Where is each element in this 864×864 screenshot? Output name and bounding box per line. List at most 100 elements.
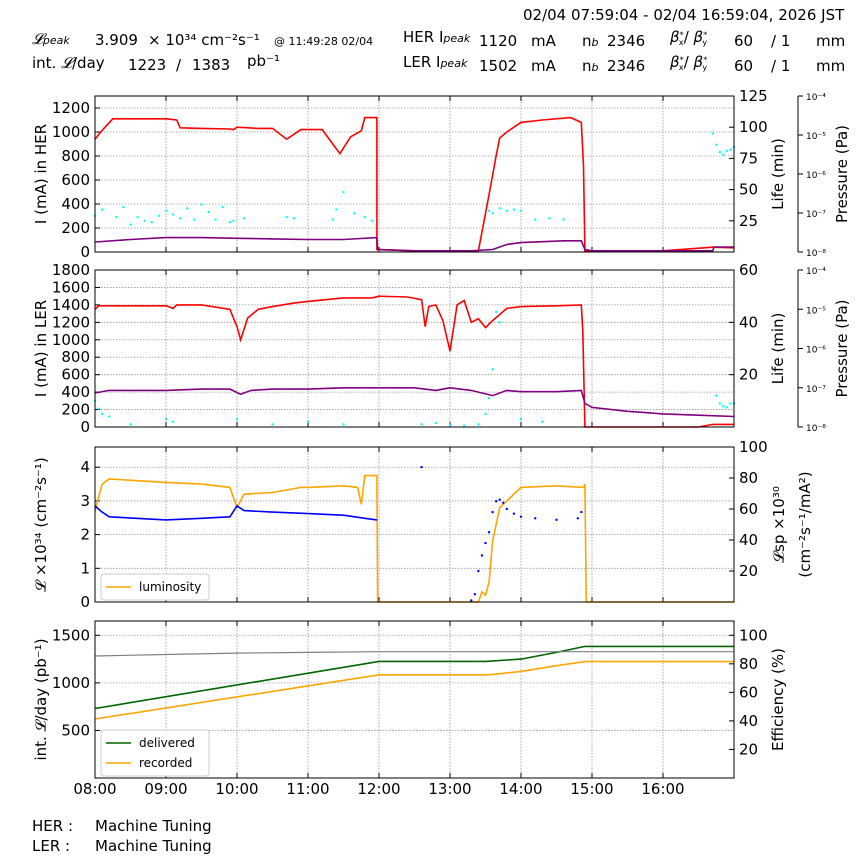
her-nb-label: nb [582,32,599,50]
ytick-right-label-her: 125 [739,87,768,105]
ler-peak-label: LER Ipeak [403,53,468,71]
xtick-label-intlum: 16:00 [641,780,684,798]
xtick-label-intlum: 14:00 [499,780,542,798]
point-pressure-ler [97,407,100,410]
chart-intlum: 500 1000 1500 20 40 60 80 100 08:00 09:00 10:00 11:… [32,620,787,798]
ytick-label-ler: 1000 [52,331,90,349]
point-pressure-ler [171,420,175,423]
point-pressure-ler [729,402,732,405]
point-pressure-her [232,219,235,222]
int-lum-value: 1223 [128,56,167,74]
point-pressure-ler [129,423,132,426]
point-specific_dots-lum [480,554,484,557]
point-pressure-her [242,217,246,220]
ytick-right-label-her: 25 [739,212,758,230]
xtick-label-intlum: 15:00 [570,780,613,798]
point-pressure-her [221,205,224,209]
ytick-right-label-ler: 60 [739,261,758,279]
point-specific_dots-lum [487,531,491,534]
point-pressure-ler [725,406,729,409]
ylabel-pressure-her: Pressure (Pa) [833,125,851,223]
point-specific_dots-lum [519,515,523,518]
series-efficiency-intlum [94,651,734,657]
lum-peak-unit: × 10³⁴ cm⁻²s⁻¹ [148,31,260,49]
point-pressure-ler [108,415,111,418]
ytick-right-label-lum: 40 [739,531,758,549]
series-current-ler [94,295,734,428]
her-beta-y: / 1 [771,32,791,50]
point-pressure-ler [164,417,168,421]
ytick-label-ler: 200 [61,401,90,419]
point-pressure-her [519,209,523,213]
frame-intlum [94,620,735,779]
ytick-label-her: 1000 [52,123,90,141]
ytick-label-ler: 0 [80,418,90,436]
point-pressure-her [143,219,146,222]
ytick-label-ler: 800 [61,348,90,366]
series-current-her [94,116,735,252]
point-pressure-ler [722,404,725,408]
ler-peak-unit: mA [531,57,556,75]
pressure-tick-label-her: 10⁻⁴ [806,93,826,103]
point-specific_dots-lum [555,518,558,522]
chart-lum: 0 1 2 3 4 20 40 60 80 100 𝓛 ×10³⁴ (cm⁻²s⁻¹) 𝓛sp ×10… [32,438,814,611]
pressure-tick-label-her: 10⁻⁶ [806,171,826,181]
ler-beta-y: / 1 [771,57,791,75]
ytick-label-ler: 1400 [52,296,90,314]
ylabel-intlum: int. 𝓛/day (pb⁻¹) [32,638,50,760]
point-pressure-ler [271,423,274,426]
point-pressure-her [157,214,161,218]
pressure-tick-label-ler: 10⁻⁶ [806,346,826,356]
ytick-right-label-intlum: 80 [739,655,758,673]
her-beta-unit: mm [816,32,846,50]
series-specific-lum [94,504,378,521]
point-pressure-ler [519,417,523,421]
int-lum-unit: pb⁻¹ [247,52,280,70]
point-pressure-her [487,209,491,213]
ytick-right-label-her: 75 [739,149,758,167]
ytick-label-her: 200 [61,219,90,237]
series-recorded-intlum [94,660,734,720]
time-range: 02/04 07:59:04 - 02/04 16:59:04, 2026 JS… [523,6,845,24]
ylabel-her: I (mA) in HER [32,124,50,224]
point-pressure-her [171,213,175,216]
xtick-label-intlum: 08:00 [73,780,116,798]
ler-peak-value: 1502 [479,57,518,75]
pressure-tick-label-ler: 10⁻⁴ [806,267,826,277]
point-pressure-her [715,143,718,146]
point-pressure-ler [477,423,480,426]
her-nb-value: 2346 [607,32,646,50]
point-pressure-her [122,205,125,209]
point-specific_dots-lum [470,599,473,602]
footer-ler-label: LER : [32,837,71,855]
point-specific_dots-lum [505,507,508,511]
ytick-right-label-lum: 80 [739,469,758,487]
point-specific_dots-lum [491,510,494,514]
point-pressure-her [512,208,516,211]
int-lum-label: int. 𝓛/day [32,54,105,72]
pressure-tick-label-ler: 10⁻⁷ [806,385,826,395]
point-pressure-her [725,149,729,153]
point-pressure-her [207,210,210,214]
ytick-label-ler: 1200 [52,313,90,331]
xtick-label-intlum: 12:00 [357,780,400,798]
ytick-right-label-her: 50 [739,181,758,199]
point-pressure-her [722,153,725,156]
ytick-right-label-her: 100 [739,118,768,136]
ylabel-right-lum: 𝓛sp ×10³⁰ [770,486,788,563]
legend-label-recorded: recorded [139,756,192,770]
point-pressure-ler [235,417,239,421]
chart-her: 0 200 400 600 800 1000 1200 25 50 75 100 125 I (mA) … [32,87,851,261]
ytick-right-label-lum: 100 [739,438,768,456]
lum-peak-value: 3.909 [95,31,138,49]
ylabel-ler: I (mA) in LER [32,300,50,397]
point-pressure-her [228,220,232,224]
point-pressure-her [193,218,196,221]
point-pressure-ler [448,423,452,427]
pressure-tick-label-her: 10⁻⁷ [806,210,826,220]
ytick-label-ler: 400 [61,383,90,401]
xtick-label-intlum: 10:00 [215,780,258,798]
lum-peak-time: @ 11:49:28 02/04 [274,35,374,48]
